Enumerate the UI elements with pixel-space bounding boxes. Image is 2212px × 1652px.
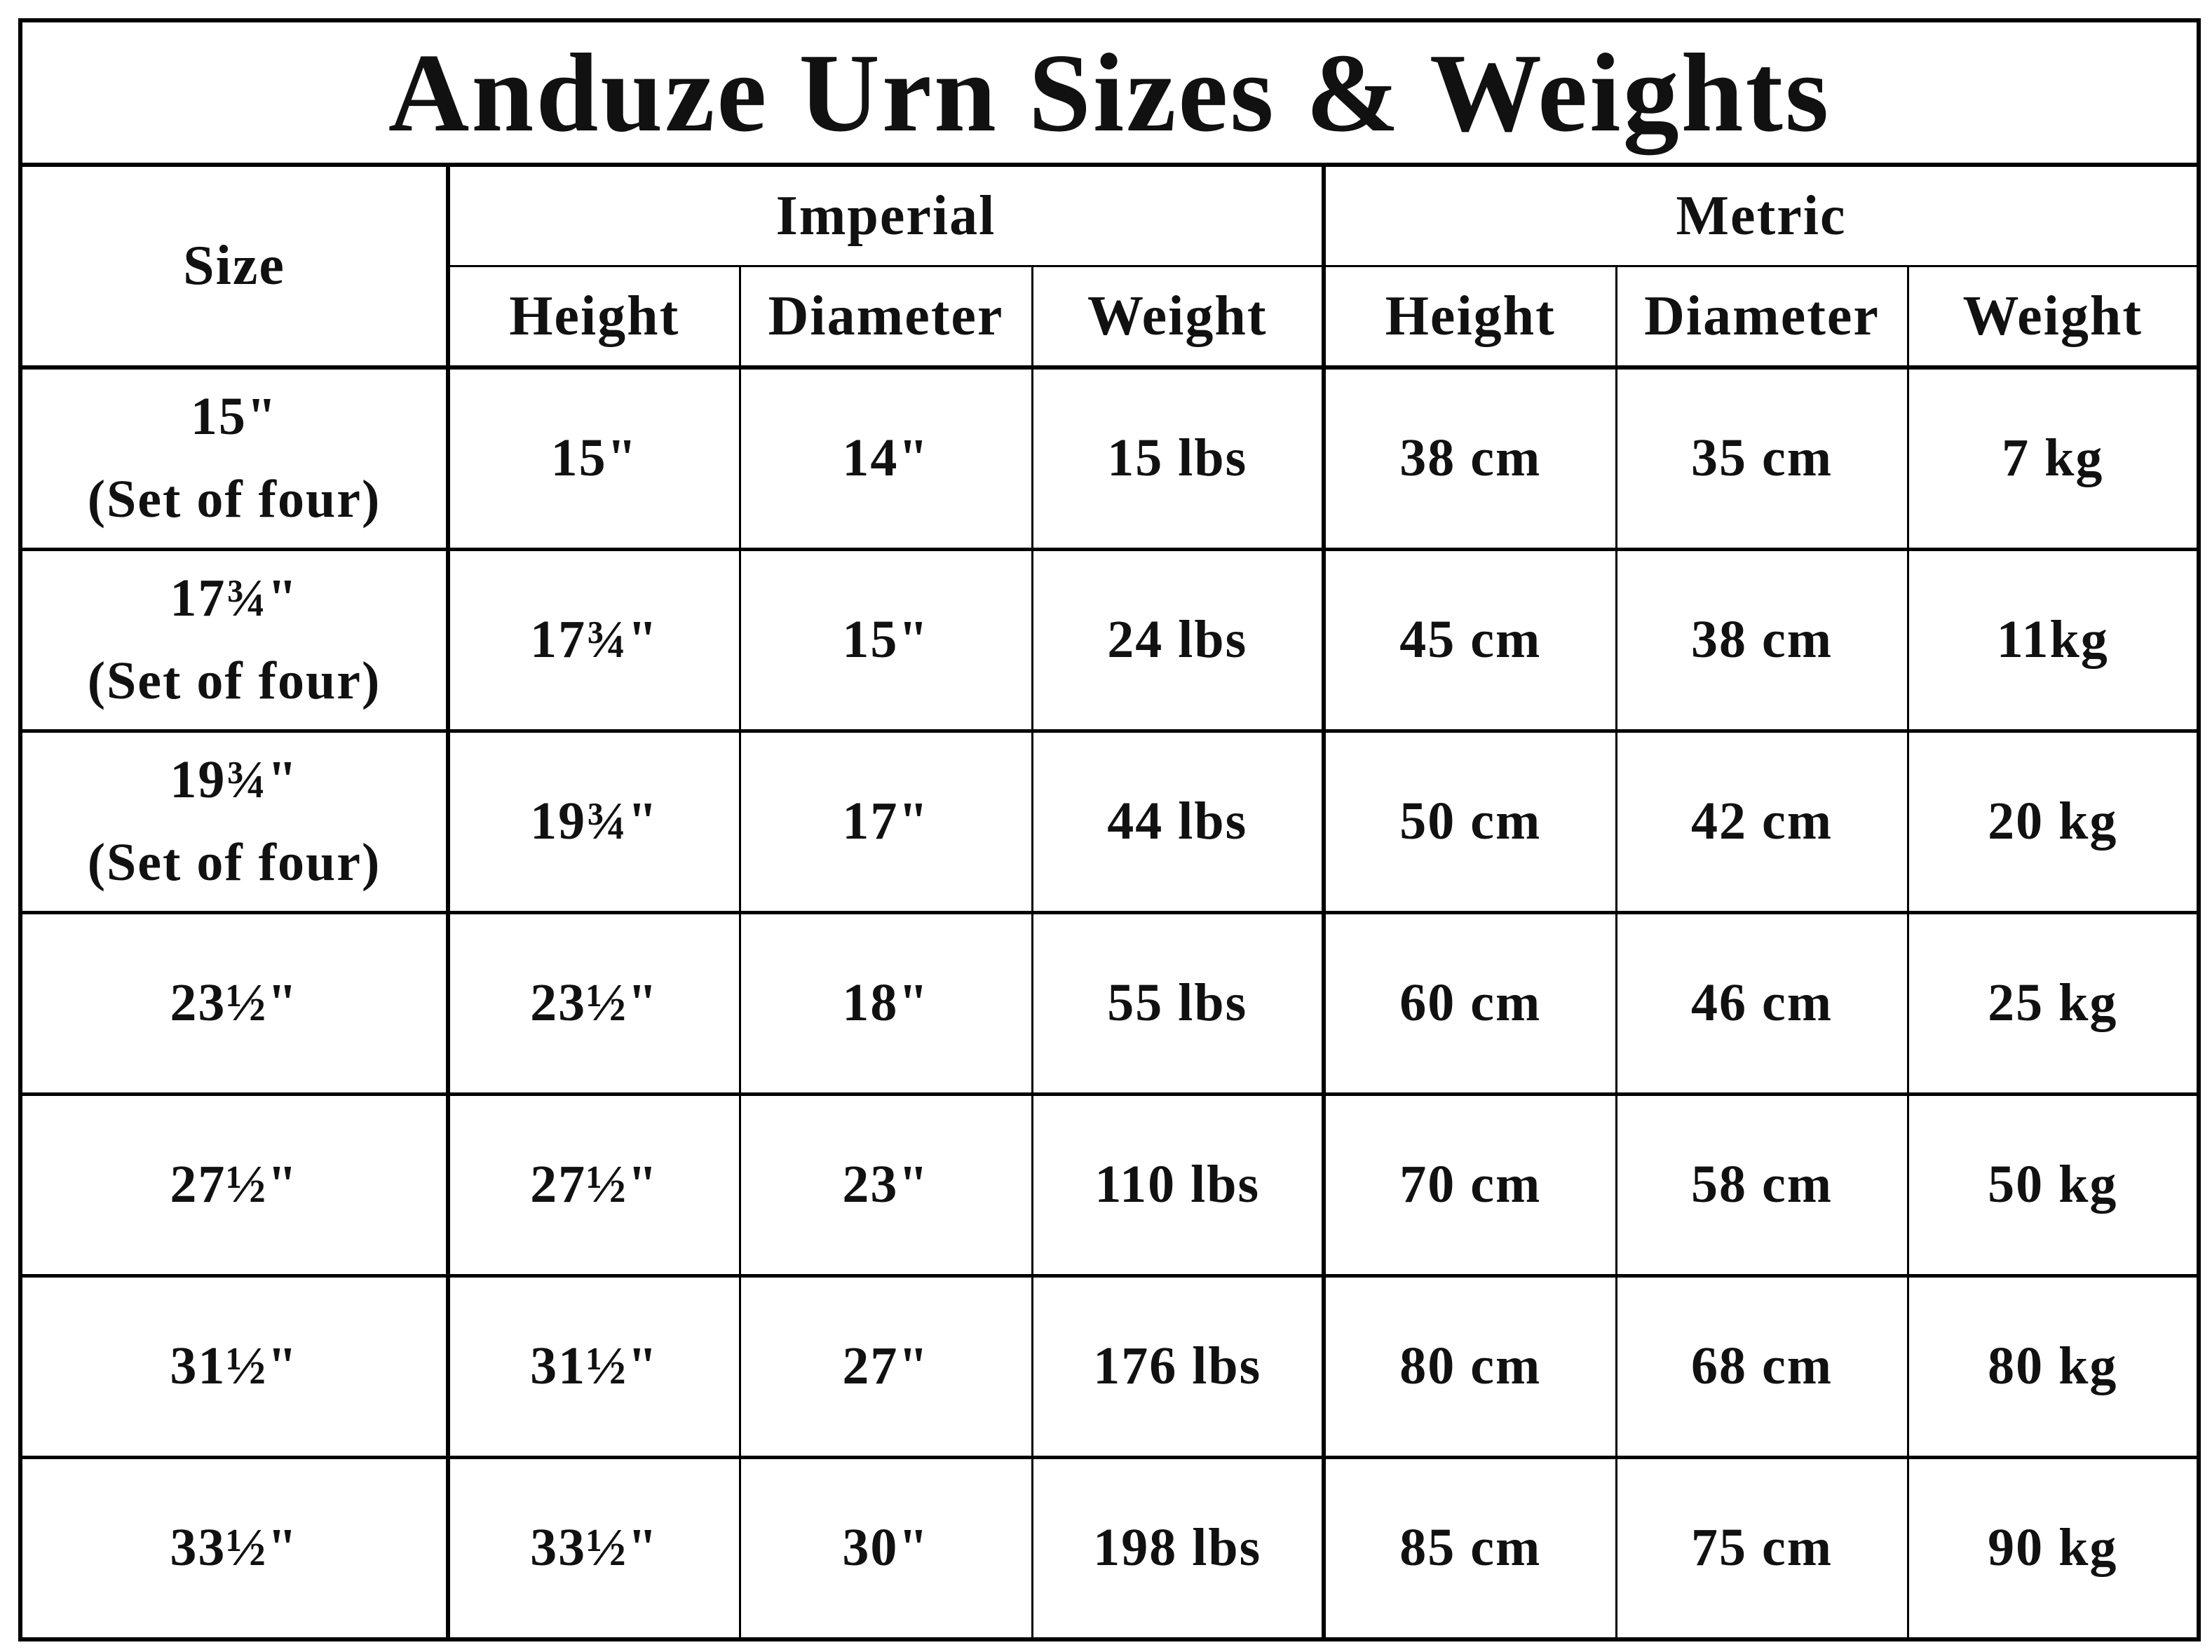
table-row: 19¾" (Set of four) 19¾" 17" 44 lbs 50 cm 42 cm… [19, 730, 2200, 914]
imperial-diameter-cell: 27" [738, 1275, 1033, 1459]
imperial-weight-cell: 198 lbs [1031, 1456, 1326, 1641]
imperial-diameter-cell: 23" [738, 1093, 1033, 1278]
size-cell: 33½" [19, 1456, 450, 1641]
header-imperial-diameter: Diameter [738, 265, 1033, 370]
metric-diameter-cell: 58 cm [1615, 1093, 1909, 1278]
metric-weight-cell: 7 kg [1906, 366, 2200, 551]
table-row: 31½" 31½" 27" 176 lbs 80 cm 68 cm 80 kg [19, 1275, 2200, 1459]
imperial-height-cell: 27½" [447, 1093, 741, 1278]
size-cell: 15" (Set of four) [19, 366, 450, 551]
header-size: Size [19, 163, 450, 370]
size-value: 15" [190, 387, 278, 447]
metric-height-cell: 85 cm [1322, 1456, 1617, 1641]
table-title: Anduze Urn Sizes & Weights [19, 19, 2200, 167]
size-value: 27½" [170, 1155, 299, 1214]
metric-weight-cell: 25 kg [1906, 912, 2200, 1096]
imperial-height-cell: 17¾" [447, 548, 741, 733]
header-imperial-weight: Weight [1031, 265, 1326, 370]
urn-size-table: Anduze Urn Sizes & Weights Size Imperial… [18, 18, 2201, 1641]
imperial-diameter-cell: 17" [738, 730, 1033, 914]
metric-height-cell: 38 cm [1322, 366, 1617, 551]
table-row: 17¾" (Set of four) 17¾" 15" 24 lbs 45 cm 38 cm… [19, 548, 2200, 733]
metric-diameter-cell: 42 cm [1615, 730, 1909, 914]
header-imperial: Imperial [447, 163, 1326, 267]
size-note: (Set of four) [87, 470, 381, 529]
size-value: 23½" [170, 973, 299, 1033]
header-metric-height: Height [1322, 265, 1617, 370]
table-row: 27½" 27½" 23" 110 lbs 70 cm 58 cm 50 kg [19, 1093, 2200, 1278]
size-value: 17¾" [170, 569, 299, 628]
size-cell: 19¾" (Set of four) [19, 730, 450, 914]
metric-height-cell: 45 cm [1322, 548, 1617, 733]
size-cell: 31½" [19, 1275, 450, 1459]
metric-diameter-cell: 68 cm [1615, 1275, 1909, 1459]
metric-diameter-cell: 38 cm [1615, 548, 1909, 733]
metric-weight-cell: 90 kg [1906, 1456, 2200, 1641]
imperial-height-cell: 33½" [447, 1456, 741, 1641]
metric-weight-cell: 20 kg [1906, 730, 2200, 914]
imperial-height-cell: 15" [447, 366, 741, 551]
imperial-diameter-cell: 15" [738, 548, 1033, 733]
metric-weight-cell: 80 kg [1906, 1275, 2200, 1459]
metric-diameter-cell: 35 cm [1615, 366, 1909, 551]
imperial-diameter-cell: 18" [738, 912, 1033, 1096]
size-value: 33½" [170, 1518, 299, 1578]
imperial-weight-cell: 176 lbs [1031, 1275, 1326, 1459]
metric-height-cell: 50 cm [1322, 730, 1617, 914]
header-metric-diameter: Diameter [1615, 265, 1909, 370]
imperial-diameter-cell: 14" [738, 366, 1033, 551]
table-row: 15" (Set of four) 15" 14" 15 lbs 38 cm 35 cm 7 … [19, 366, 2200, 551]
imperial-weight-cell: 44 lbs [1031, 730, 1326, 914]
metric-height-cell: 60 cm [1322, 912, 1617, 1096]
size-cell: 17¾" (Set of four) [19, 548, 450, 733]
size-value: 19¾" [170, 750, 299, 810]
table-row: 23½" 23½" 18" 55 lbs 60 cm 46 cm 25 kg [19, 912, 2200, 1096]
size-value: 31½" [170, 1336, 299, 1396]
imperial-weight-cell: 55 lbs [1031, 912, 1326, 1096]
metric-height-cell: 80 cm [1322, 1275, 1617, 1459]
table-row: 33½" 33½" 30" 198 lbs 85 cm 75 cm 90 kg [19, 1456, 2200, 1641]
imperial-diameter-cell: 30" [738, 1456, 1033, 1641]
imperial-weight-cell: 24 lbs [1031, 548, 1326, 733]
metric-weight-cell: 50 kg [1906, 1093, 2200, 1278]
header-metric-weight: Weight [1906, 265, 2200, 370]
imperial-height-cell: 23½" [447, 912, 741, 1096]
metric-diameter-cell: 46 cm [1615, 912, 1909, 1096]
size-note: (Set of four) [87, 651, 381, 710]
metric-height-cell: 70 cm [1322, 1093, 1617, 1278]
size-note: (Set of four) [87, 833, 381, 892]
imperial-weight-cell: 110 lbs [1031, 1093, 1326, 1278]
metric-diameter-cell: 75 cm [1615, 1456, 1909, 1641]
imperial-weight-cell: 15 lbs [1031, 366, 1326, 551]
header-metric: Metric [1322, 163, 2200, 267]
imperial-height-cell: 19¾" [447, 730, 741, 914]
size-cell: 27½" [19, 1093, 450, 1278]
imperial-height-cell: 31½" [447, 1275, 741, 1459]
header-imperial-height: Height [447, 265, 741, 370]
size-cell: 23½" [19, 912, 450, 1096]
metric-weight-cell: 11kg [1906, 548, 2200, 733]
